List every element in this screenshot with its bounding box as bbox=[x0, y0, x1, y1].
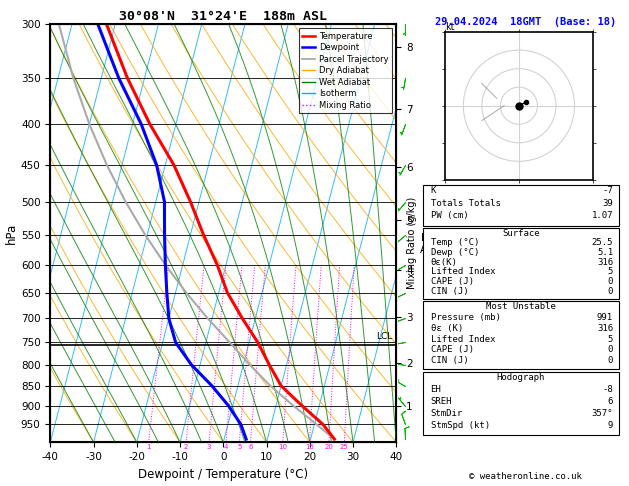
Text: PW (cm): PW (cm) bbox=[430, 211, 468, 221]
Text: SREH: SREH bbox=[430, 397, 452, 406]
FancyBboxPatch shape bbox=[423, 228, 619, 299]
Text: 25: 25 bbox=[340, 444, 348, 451]
Text: 316: 316 bbox=[597, 258, 613, 267]
Text: 0: 0 bbox=[608, 287, 613, 295]
Text: Temp (°C): Temp (°C) bbox=[430, 239, 479, 247]
Text: StmDir: StmDir bbox=[430, 409, 463, 418]
Text: Lifted Index: Lifted Index bbox=[430, 335, 495, 344]
Text: 0: 0 bbox=[608, 356, 613, 365]
FancyBboxPatch shape bbox=[423, 185, 619, 226]
Text: Pressure (mb): Pressure (mb) bbox=[430, 313, 501, 322]
Y-axis label: hPa: hPa bbox=[5, 223, 18, 244]
Text: LCL: LCL bbox=[376, 332, 392, 341]
Text: EH: EH bbox=[430, 385, 442, 394]
Text: kt: kt bbox=[445, 21, 454, 32]
Text: 6: 6 bbox=[608, 397, 613, 406]
Text: 9: 9 bbox=[608, 421, 613, 430]
Text: 316: 316 bbox=[597, 324, 613, 333]
Text: 5: 5 bbox=[237, 444, 242, 451]
Text: 15: 15 bbox=[305, 444, 314, 451]
Text: StmSpd (kt): StmSpd (kt) bbox=[430, 421, 489, 430]
Text: Most Unstable: Most Unstable bbox=[486, 302, 556, 311]
Text: 5: 5 bbox=[608, 267, 613, 277]
Text: 3: 3 bbox=[207, 444, 211, 451]
Text: θε(K): θε(K) bbox=[430, 258, 457, 267]
Text: 4: 4 bbox=[224, 444, 228, 451]
Text: Surface: Surface bbox=[502, 229, 540, 238]
Text: K: K bbox=[430, 187, 436, 195]
Text: 357°: 357° bbox=[591, 409, 613, 418]
Text: 0: 0 bbox=[608, 277, 613, 286]
Legend: Temperature, Dewpoint, Parcel Trajectory, Dry Adiabat, Wet Adiabat, Isotherm, Mi: Temperature, Dewpoint, Parcel Trajectory… bbox=[299, 29, 392, 113]
Text: 39: 39 bbox=[603, 199, 613, 208]
Text: 2: 2 bbox=[184, 444, 188, 451]
Text: Mixing Ratio (g/kg): Mixing Ratio (g/kg) bbox=[407, 197, 417, 289]
Y-axis label: km
ASL: km ASL bbox=[420, 233, 439, 255]
Text: 25.5: 25.5 bbox=[591, 239, 613, 247]
Text: Hodograph: Hodograph bbox=[497, 373, 545, 382]
Text: 6: 6 bbox=[248, 444, 253, 451]
Text: θε (K): θε (K) bbox=[430, 324, 463, 333]
FancyBboxPatch shape bbox=[423, 372, 619, 435]
Text: 20: 20 bbox=[325, 444, 333, 451]
Text: CIN (J): CIN (J) bbox=[430, 356, 468, 365]
Text: Lifted Index: Lifted Index bbox=[430, 267, 495, 277]
Text: 29.04.2024  18GMT  (Base: 18): 29.04.2024 18GMT (Base: 18) bbox=[435, 17, 616, 27]
Text: -8: -8 bbox=[603, 385, 613, 394]
Text: CAPE (J): CAPE (J) bbox=[430, 277, 474, 286]
FancyBboxPatch shape bbox=[423, 301, 619, 369]
Text: 0: 0 bbox=[608, 346, 613, 354]
Text: CIN (J): CIN (J) bbox=[430, 287, 468, 295]
Text: Totals Totals: Totals Totals bbox=[430, 199, 501, 208]
Text: 10: 10 bbox=[278, 444, 287, 451]
X-axis label: Dewpoint / Temperature (°C): Dewpoint / Temperature (°C) bbox=[138, 468, 308, 481]
Title: 30°08'N  31°24'E  188m ASL: 30°08'N 31°24'E 188m ASL bbox=[120, 10, 327, 23]
Text: 991: 991 bbox=[597, 313, 613, 322]
Text: 1.07: 1.07 bbox=[591, 211, 613, 221]
Text: 5.1: 5.1 bbox=[597, 248, 613, 257]
Text: CAPE (J): CAPE (J) bbox=[430, 346, 474, 354]
Text: © weatheronline.co.uk: © weatheronline.co.uk bbox=[469, 472, 582, 481]
Text: -7: -7 bbox=[603, 187, 613, 195]
Text: Dewp (°C): Dewp (°C) bbox=[430, 248, 479, 257]
Text: 5: 5 bbox=[608, 335, 613, 344]
Text: 1: 1 bbox=[147, 444, 151, 451]
